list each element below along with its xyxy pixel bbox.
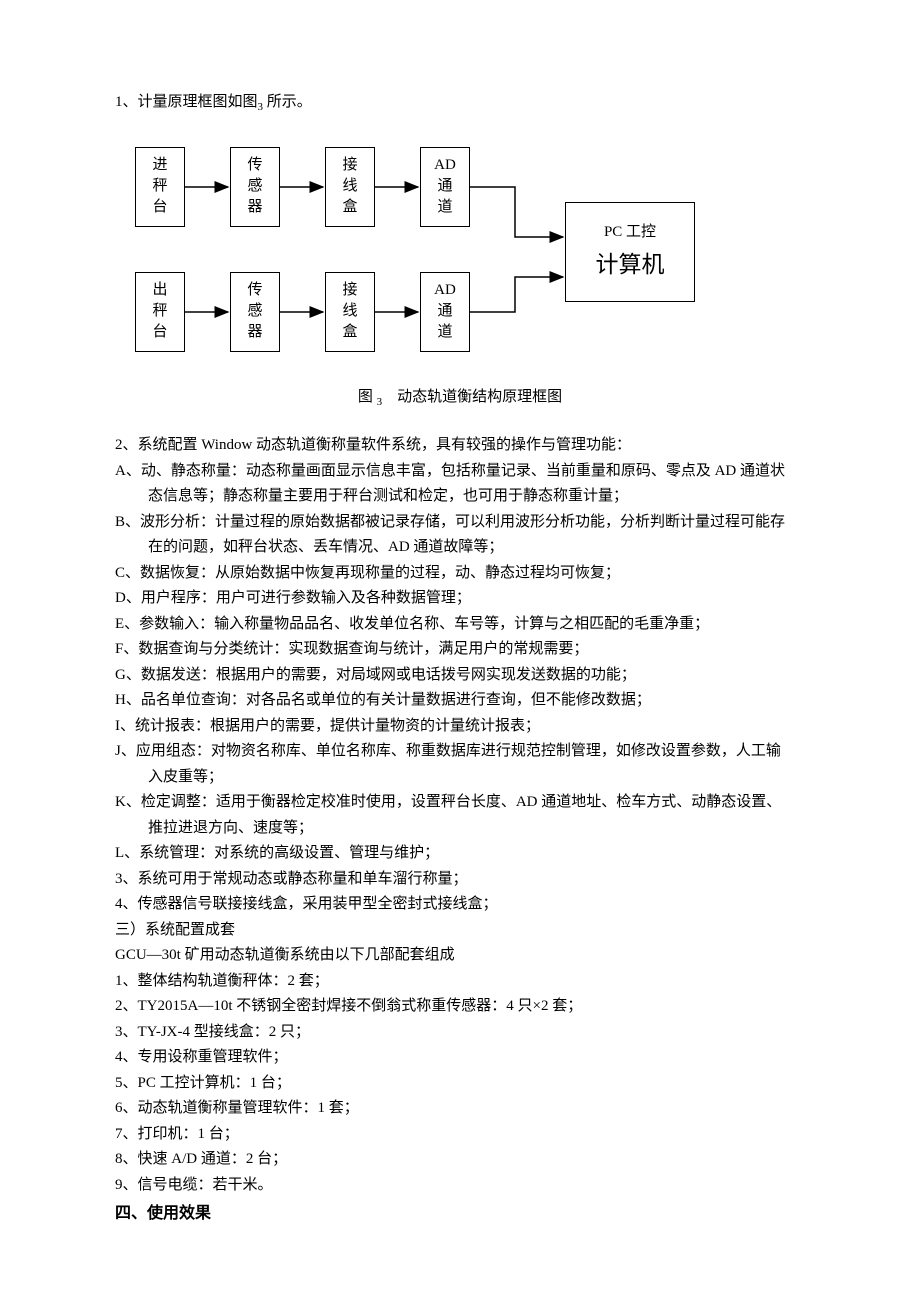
pc-line1: PC 工控 [604,222,656,243]
node-jbox-2: 接 线 盒 [325,272,375,352]
body-line: GCU—30t 矿用动态轨道衡系统由以下几部配套组成 [115,943,805,969]
intro-text: 1、计量原理框图如图 [115,94,258,110]
body-line: 4、传感器信号联接接线盒，采用装甲型全密封式接线盒； [115,892,805,918]
body-line: H、品名单位查询：对各品名或单位的有关计量数据进行查询，但不能修改数据； [115,688,805,714]
intro-line: 1、计量原理框图如图3 所示。 [115,90,805,117]
body-line: C、数据恢复：从原始数据中恢复再现称量的过程，动、静态过程均可恢复； [115,561,805,587]
body-line: 入皮重等； [115,765,805,791]
body-line: D、用户程序：用户可进行参数输入及各种数据管理； [115,586,805,612]
body-text: 2、系统配置 Window 动态轨道衡称量软件系统，具有较强的操作与管理功能：A… [115,433,805,1198]
body-line: 2、系统配置 Window 动态轨道衡称量软件系统，具有较强的操作与管理功能： [115,433,805,459]
body-line: 7、打印机：1 台； [115,1122,805,1148]
node-in-platform: 进 秤 台 [135,147,185,227]
body-line: 9、信号电缆：若干米。 [115,1173,805,1199]
node-out-platform: 出 秤 台 [135,272,185,352]
body-line: A、动、静态称量：动态称量画面显示信息丰富，包括称量记录、当前重量和原码、零点及… [115,459,805,485]
diagram-caption: 图 3 动态轨道衡结构原理框图 [115,385,805,412]
node-jbox-1: 接 线 盒 [325,147,375,227]
body-line: 3、TY-JX-4 型接线盒：2 只； [115,1020,805,1046]
body-line: J、应用组态：对物资名称库、单位名称库、称重数据库进行规范控制管理，如修改设置参… [115,739,805,765]
block-diagram: 进 秤 台 传 感 器 接 线 盒 AD 通 道 出 秤 台 传 感 器 接 线… [135,147,735,377]
body-line: 8、快速 A/D 通道：2 台； [115,1147,805,1173]
body-line: E、参数输入：输入称量物品品名、收发单位名称、车号等，计算与之相匹配的毛重净重； [115,612,805,638]
body-line: 1、整体结构轨道衡秤体：2 套； [115,969,805,995]
node-ad-2: AD 通 道 [420,272,470,352]
body-line: L、系统管理：对系统的高级设置、管理与维护； [115,841,805,867]
body-line: 6、动态轨道衡称量管理软件：1 套； [115,1096,805,1122]
body-line: 三）系统配置成套 [115,918,805,944]
body-line: 4、专用设称重管理软件； [115,1045,805,1071]
body-line: F、数据查询与分类统计：实现数据查询与统计，满足用户的常规需要； [115,637,805,663]
body-line: 态信息等；静态称量主要用于秤台测试和检定，也可用于静态称重计量； [115,484,805,510]
intro-tail: 所示。 [263,94,312,110]
pc-line2: 计算机 [596,249,665,281]
body-line: B、波形分析：计量过程的原始数据都被记录存储，可以利用波形分析功能，分析判断计量… [115,510,805,536]
body-line: K、检定调整：适用于衡器检定校准时使用，设置秤台长度、AD 通道地址、检车方式、… [115,790,805,816]
body-line: 2、TY2015A—10t 不锈钢全密封焊接不倒翁式称重传感器：4 只×2 套； [115,994,805,1020]
section-4-heading: 四、使用效果 [115,1200,805,1227]
body-line: 在的问题，如秤台状态、丢车情况、AD 通道故障等； [115,535,805,561]
node-sensor-2: 传 感 器 [230,272,280,352]
node-ad-1: AD 通 道 [420,147,470,227]
body-line: 3、系统可用于常规动态或静态称量和单车溜行称量； [115,867,805,893]
node-pc: PC 工控 计算机 [565,202,695,302]
node-sensor-1: 传 感 器 [230,147,280,227]
body-line: G、数据发送：根据用户的需要，对局域网或电话拨号网实现发送数据的功能； [115,663,805,689]
body-line: I、统计报表：根据用户的需要，提供计量物资的计量统计报表； [115,714,805,740]
body-line: 推拉进退方向、速度等； [115,816,805,842]
body-line: 5、PC 工控计算机：1 台； [115,1071,805,1097]
